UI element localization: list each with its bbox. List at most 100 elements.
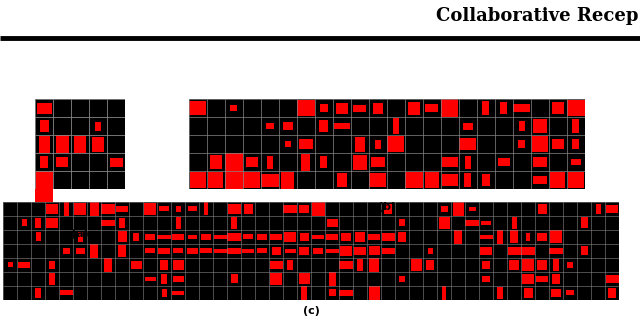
Bar [339,290,353,296]
Bar [537,260,547,270]
Bar [299,247,309,255]
Bar [90,244,99,258]
Bar [267,156,273,169]
Bar [532,176,547,184]
Bar [36,103,52,113]
Bar [399,219,405,227]
Bar [442,174,458,186]
Bar [284,232,296,242]
Bar [532,119,547,133]
Bar [571,159,580,166]
Bar [442,286,447,300]
Bar [90,202,99,215]
Bar [481,221,492,225]
Bar [119,218,125,228]
Bar [426,259,434,270]
Bar [405,172,422,188]
Bar [483,101,489,115]
Bar [369,258,379,272]
Bar [225,171,243,189]
Bar [497,230,503,244]
Bar [56,157,68,167]
Bar [536,276,548,282]
Bar [552,274,561,284]
Bar [369,286,380,300]
Bar [355,137,365,152]
Bar [242,249,255,253]
Bar [46,204,58,214]
Bar [468,207,476,211]
Bar [482,276,490,282]
Bar [204,202,209,215]
Bar [319,120,328,132]
Bar [568,172,584,188]
Bar [326,219,338,227]
Bar [410,259,422,271]
Bar [78,232,83,242]
Bar [284,204,297,213]
Bar [246,157,258,167]
Bar [35,288,42,298]
Bar [8,262,13,268]
Bar [580,217,588,229]
Bar [231,217,237,229]
Text: (b): (b) [378,202,396,212]
Bar [398,232,406,242]
Bar [231,274,237,283]
Bar [172,234,184,240]
Bar [552,289,561,297]
Bar [243,234,253,239]
Bar [214,248,227,253]
Bar [481,247,492,255]
Bar [353,155,367,170]
Bar [189,101,207,115]
Bar [537,232,547,241]
Bar [36,232,41,242]
Bar [381,248,395,254]
Bar [336,103,348,113]
Bar [326,234,339,240]
Bar [257,234,268,240]
Bar [340,246,353,256]
Bar [552,102,564,114]
Bar [56,135,68,153]
Bar [441,206,448,212]
Bar [552,139,564,149]
Bar [508,247,520,255]
Bar [116,206,128,212]
Bar [532,157,547,167]
Bar [272,247,280,255]
Bar [144,203,156,215]
Bar [497,287,503,299]
Bar [202,234,211,240]
Bar [189,172,206,188]
Bar [326,249,339,253]
Bar [214,234,227,239]
Bar [357,259,364,271]
Bar [387,136,404,152]
Bar [301,286,307,300]
Bar [532,136,548,152]
Bar [47,218,58,228]
Bar [299,274,310,284]
Bar [63,248,70,254]
Bar [299,140,312,149]
Bar [228,204,241,214]
Bar [161,289,167,297]
Bar [522,259,534,271]
Bar [74,203,86,215]
Bar [230,105,237,111]
Bar [355,247,366,255]
Bar [524,288,532,298]
Bar [227,233,241,241]
Bar [49,273,55,285]
Bar [393,118,399,134]
Bar [399,276,405,282]
Bar [161,274,168,284]
Bar [549,248,563,254]
Bar [452,202,464,216]
Bar [157,234,171,239]
Bar [104,258,113,272]
Bar [381,233,395,241]
Bar [173,276,184,282]
